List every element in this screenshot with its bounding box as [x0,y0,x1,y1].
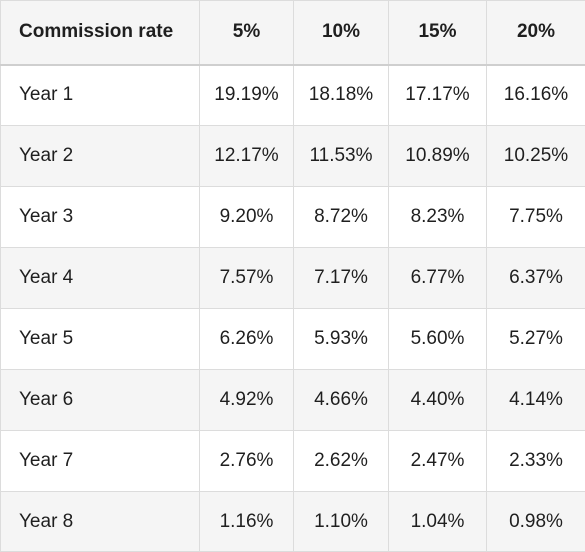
row-label: Year 5 [0,308,200,370]
row-label: Year 4 [0,247,200,309]
table-cell: 11.53% [293,125,389,187]
table-cell: 0.98% [486,491,585,552]
table-cell: 6.37% [486,247,585,309]
table-cell: 17.17% [388,64,487,126]
table-cell: 2.47% [388,430,487,492]
table-cell: 16.16% [486,64,585,126]
table-cell: 8.23% [388,186,487,248]
table-row-year-1: Year 1 19.19% 18.18% 17.17% 16.16% [0,64,585,126]
table-cell: 6.26% [199,308,294,370]
table-cell: 7.57% [199,247,294,309]
table-cell: 4.92% [199,369,294,431]
header-row: Commission rate 5% 10% 15% 20% [0,0,585,66]
table-cell: 2.33% [486,430,585,492]
table-cell: 4.66% [293,369,389,431]
table-cell: 4.40% [388,369,487,431]
header-rate-20: 20% [486,0,585,66]
table-cell: 2.76% [199,430,294,492]
table-cell: 2.62% [293,430,389,492]
table-cell: 6.77% [388,247,487,309]
table-row-year-3: Year 3 9.20% 8.72% 8.23% 7.75% [0,186,585,248]
table-body: Year 1 19.19% 18.18% 17.17% 16.16% Year … [0,64,585,552]
table-cell: 9.20% [199,186,294,248]
table-row-year-6: Year 6 4.92% 4.66% 4.40% 4.14% [0,369,585,431]
header-commission-rate: Commission rate [0,0,200,66]
row-label: Year 3 [0,186,200,248]
row-label: Year 2 [0,125,200,187]
table-cell: 1.04% [388,491,487,552]
table-cell: 7.17% [293,247,389,309]
table-cell: 10.25% [486,125,585,187]
table-cell: 5.60% [388,308,487,370]
header-rate-5: 5% [199,0,294,66]
table-cell: 19.19% [199,64,294,126]
table-cell: 18.18% [293,64,389,126]
table-cell: 4.14% [486,369,585,431]
table-row-year-7: Year 7 2.76% 2.62% 2.47% 2.33% [0,430,585,492]
table-header: Commission rate 5% 10% 15% 20% [0,0,585,66]
table-cell: 5.27% [486,308,585,370]
table-row-year-5: Year 5 6.26% 5.93% 5.60% 5.27% [0,308,585,370]
header-rate-15: 15% [388,0,487,66]
row-label: Year 1 [0,64,200,126]
row-label: Year 6 [0,369,200,431]
table-cell: 8.72% [293,186,389,248]
row-label: Year 8 [0,491,200,552]
table-cell: 12.17% [199,125,294,187]
table-row-year-4: Year 4 7.57% 7.17% 6.77% 6.37% [0,247,585,309]
table-cell: 1.16% [199,491,294,552]
table-cell: 1.10% [293,491,389,552]
header-rate-10: 10% [293,0,389,66]
table-cell: 10.89% [388,125,487,187]
table-cell: 5.93% [293,308,389,370]
table-row-year-8: Year 8 1.16% 1.10% 1.04% 0.98% [0,491,585,552]
table-cell: 7.75% [486,186,585,248]
row-label: Year 7 [0,430,200,492]
table-row-year-2: Year 2 12.17% 11.53% 10.89% 10.25% [0,125,585,187]
